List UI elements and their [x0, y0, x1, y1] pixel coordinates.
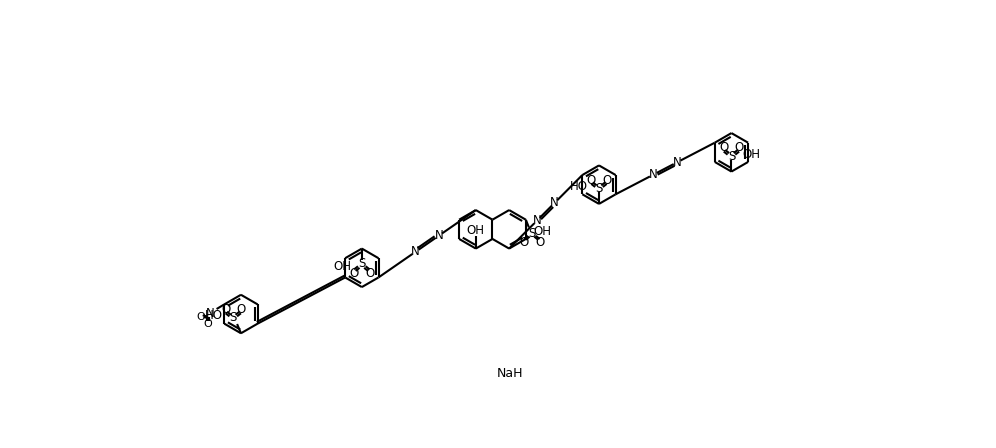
Text: O: O	[734, 141, 744, 154]
Text: O: O	[587, 173, 596, 186]
Text: OH: OH	[333, 260, 351, 273]
Text: N: N	[206, 307, 215, 320]
Text: O: O	[350, 267, 359, 280]
Text: HO: HO	[204, 309, 222, 322]
Text: S: S	[528, 227, 536, 240]
Text: N: N	[434, 229, 443, 242]
Text: O: O	[520, 236, 529, 249]
Text: OH: OH	[742, 148, 760, 161]
Text: S: S	[728, 150, 735, 163]
Text: NaH: NaH	[497, 367, 524, 380]
Text: N: N	[533, 214, 542, 227]
Text: O: O	[719, 141, 728, 154]
Text: O: O	[221, 303, 230, 316]
Text: O: O	[535, 236, 544, 249]
Text: S: S	[359, 258, 366, 271]
Text: O: O	[203, 319, 212, 329]
Text: HO: HO	[571, 181, 589, 194]
Text: N: N	[649, 168, 657, 181]
Text: O: O	[602, 173, 612, 186]
Text: O: O	[365, 267, 374, 280]
Text: N: N	[672, 156, 681, 169]
Text: N: N	[550, 197, 559, 210]
Text: OH: OH	[467, 224, 485, 237]
Text: S: S	[229, 311, 237, 324]
Text: OH: OH	[534, 225, 552, 238]
Text: O: O	[236, 303, 246, 316]
Text: O: O	[197, 312, 205, 322]
Text: S: S	[596, 182, 603, 195]
Text: N: N	[411, 246, 420, 258]
